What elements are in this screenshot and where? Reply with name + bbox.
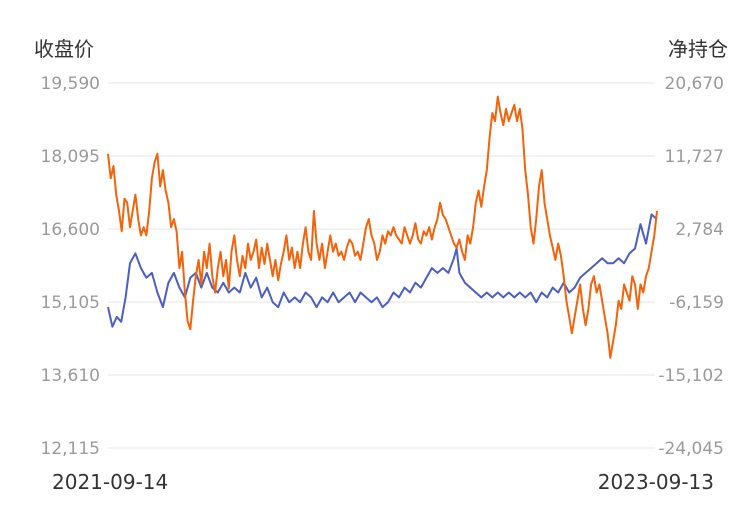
right-axis-title: 净持仓 [668,37,728,61]
left-axis-ticks: 19,590 18,095 16,600 15,105 13,610 12,115 [41,74,100,459]
right-tick-label: 11,727 [665,147,724,167]
left-tick-label: 16,600 [41,220,100,240]
left-tick-label: 12,115 [41,439,100,459]
left-tick-label: 19,590 [41,74,100,94]
series-line-net_position [107,95,658,359]
right-tick-label: 2,784 [675,220,724,240]
grid-lines [108,82,655,449]
right-axis-ticks: 20,670 11,727 2,784 -6,159 -15,102 -24,045 [658,74,724,459]
x-end-date: 2023-09-13 [598,470,714,494]
left-axis-title: 收盘价 [34,37,94,61]
left-tick-label: 13,610 [41,366,100,386]
x-start-date: 2021-09-14 [52,470,168,494]
left-tick-label: 15,105 [41,293,100,313]
series-line-close [107,213,658,328]
left-tick-label: 18,095 [41,147,100,167]
right-tick-label: -15,102 [658,366,724,386]
right-tick-label: -24,045 [658,439,724,459]
series-lines [107,95,658,359]
right-tick-label: 20,670 [665,74,724,94]
right-tick-label: -6,159 [669,293,724,313]
